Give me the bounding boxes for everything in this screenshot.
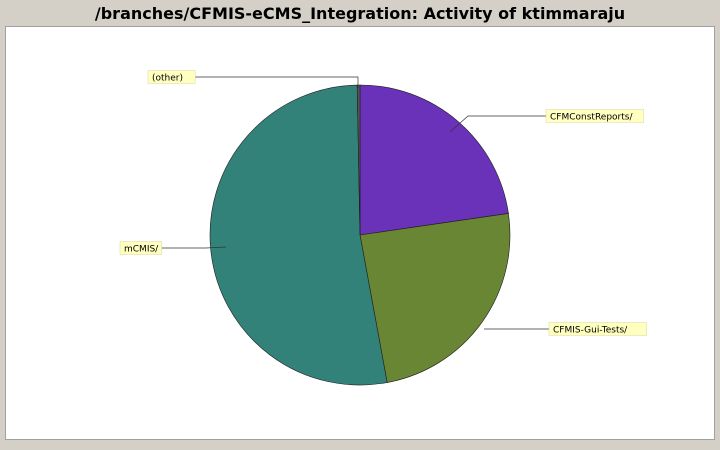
pie-slice-cfmconstreports (359, 84, 509, 236)
slice-label: (other) (152, 74, 183, 84)
slice-label-box (147, 70, 196, 84)
pie-slice-mcmis (209, 84, 388, 386)
slice-label: CFMConstReports/ (550, 113, 633, 123)
slice-label-box (545, 109, 644, 123)
slice-label-box (548, 322, 647, 336)
chart-title: /branches/CFMIS-eCMS_Integration: Activi… (94, 4, 626, 23)
slice-label-box (119, 241, 162, 255)
callout-line (161, 246, 227, 249)
slice-label: CFMIS-Gui-Tests/ (553, 326, 628, 336)
pie-slice-other (356, 84, 361, 236)
slice-label: mCMIS/ (124, 245, 159, 255)
pie-slice-cfmis-gui-tests (359, 213, 511, 383)
callout-line (449, 115, 546, 133)
callout-line (195, 76, 359, 88)
